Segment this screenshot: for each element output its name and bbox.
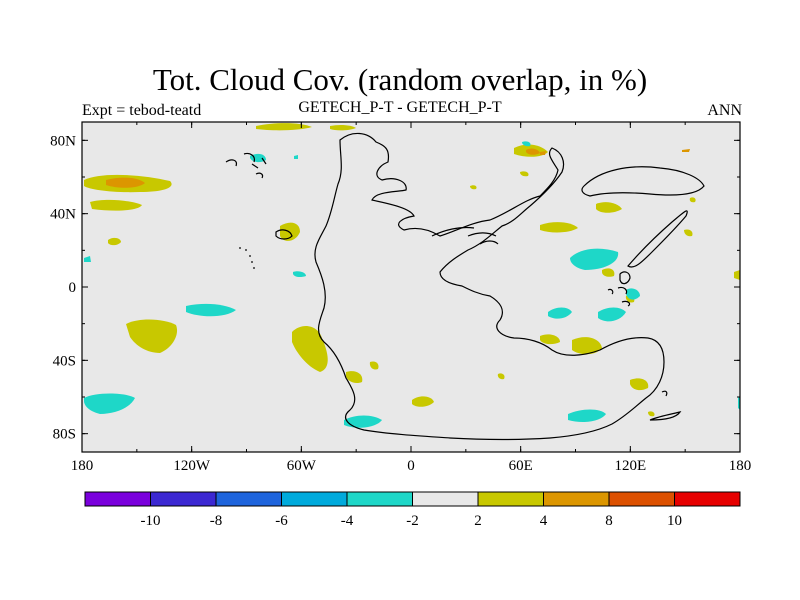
colorbar-label: 2 <box>474 513 482 529</box>
negative-anomaly-patch <box>344 415 382 428</box>
positive-anomaly-patch <box>602 268 615 277</box>
colorbar-swatch <box>84 491 151 507</box>
positive-anomaly-patch <box>346 371 363 384</box>
colorbar: -10 -8 -6 -4 -2 2 4 8 10 <box>84 491 741 529</box>
x-tick-label: 0 <box>407 458 415 474</box>
y-tick-label: 40N <box>50 207 76 223</box>
season-label: ANN <box>707 102 742 119</box>
y-axis: 80N 40N 0 40S 80S <box>50 133 740 443</box>
negative-anomaly-patch <box>598 307 626 322</box>
colorbar-label: -10 <box>141 513 161 529</box>
map-background <box>82 122 740 452</box>
y-tick-label: 80N <box>50 133 76 149</box>
x-tick-label: 60E <box>509 458 533 474</box>
x-tick-label: 180 <box>71 458 94 474</box>
positive-anomaly-patch <box>630 378 649 391</box>
positive-anomaly-patch <box>540 222 578 233</box>
positive-anomaly-patch <box>108 237 121 246</box>
colorbar-swatch <box>674 491 741 507</box>
strong-positive-anomaly-patch <box>106 177 145 188</box>
negative-anomaly-patch <box>568 409 606 422</box>
negative-anomaly-patch <box>294 155 298 159</box>
plot-title: Tot. Cloud Cov. (random overlap, in %) <box>152 62 648 97</box>
y-tick-label: 40S <box>53 353 76 369</box>
positive-anomaly-patch <box>684 229 693 237</box>
tethys-inner-coastline <box>431 226 499 245</box>
positive-anomaly-patch <box>596 202 622 213</box>
x-tick-label: 180 <box>729 458 752 474</box>
strong-positive-anomaly-patch <box>526 148 540 155</box>
positive-anomaly-patch <box>126 319 178 353</box>
positive-anomaly-patch <box>572 337 602 355</box>
colorbar-label: -8 <box>210 513 223 529</box>
positive-anomaly-patch <box>412 396 434 407</box>
positive-anomaly-patch <box>330 124 356 131</box>
positive-anomaly-patch <box>369 361 379 370</box>
positive-anomaly-patch <box>497 373 505 380</box>
pangea-coastline <box>314 132 665 441</box>
coastlines <box>225 132 705 441</box>
arctic-island-coastline <box>225 152 267 179</box>
negative-anomaly-patch <box>522 141 531 147</box>
colorbar-swatch <box>150 491 217 507</box>
colorbar-swatch <box>281 491 348 507</box>
negative-anomaly-patch <box>570 248 619 270</box>
positive-anomaly-patch <box>734 270 740 280</box>
pacific-dots <box>239 247 255 269</box>
positive-anomaly-patch <box>689 197 696 203</box>
tethys-islands-coastline <box>607 271 631 307</box>
negative-anomaly-patch <box>186 303 236 317</box>
colorbar-swatch <box>543 491 610 507</box>
colorbar-label: 8 <box>605 513 613 529</box>
anomaly-patches <box>84 123 740 428</box>
colorbar-label: 10 <box>667 513 682 529</box>
x-tick-label: 120W <box>173 458 211 474</box>
x-tick-label: 60W <box>287 458 317 474</box>
strong-positive-anomaly-patch <box>682 149 690 152</box>
positive-anomaly-patch <box>648 411 655 417</box>
cimmerian-island-coastline <box>581 166 705 197</box>
model-label: GETECH_P-T - GETECH_P-T <box>298 99 502 116</box>
y-tick-label: 0 <box>69 280 77 296</box>
colorbar-label: -4 <box>341 513 354 529</box>
positive-anomaly-patch <box>90 199 142 211</box>
positive-anomaly-patch <box>470 185 477 190</box>
positive-anomaly-patch <box>256 123 312 131</box>
negative-anomaly-patch <box>626 288 640 300</box>
colorbar-label: -6 <box>275 513 288 529</box>
experiment-label: Expt = tebod-teatd <box>82 102 202 119</box>
negative-anomaly-patch <box>84 393 135 414</box>
western-island-coastline <box>275 229 293 240</box>
colorbar-swatch <box>477 491 544 507</box>
colorbar-swatch <box>608 491 675 507</box>
y-tick-label: 80S <box>53 427 76 443</box>
positive-anomaly-patch <box>540 334 560 345</box>
x-axis: 180 120W 60W 0 60E 120E 180 <box>71 122 752 474</box>
positive-anomaly-patch <box>280 222 300 241</box>
negative-anomaly-patch <box>84 256 91 262</box>
colorbar-label: 4 <box>540 513 548 529</box>
strong-positive-anomaly-patch <box>540 151 546 155</box>
colorbar-swatch <box>215 491 282 507</box>
positive-anomaly-patch <box>520 171 529 177</box>
positive-anomaly-patch <box>292 326 328 372</box>
southern-island-coastline <box>649 390 682 421</box>
negative-anomaly-patch <box>548 307 572 319</box>
colorbar-label: -2 <box>406 513 419 529</box>
x-tick-label: 120E <box>614 458 646 474</box>
colorbar-swatch <box>412 491 479 507</box>
eastern-arc-coastline <box>627 210 688 268</box>
negative-anomaly-patch <box>293 271 306 278</box>
colorbar-swatch <box>346 491 413 507</box>
